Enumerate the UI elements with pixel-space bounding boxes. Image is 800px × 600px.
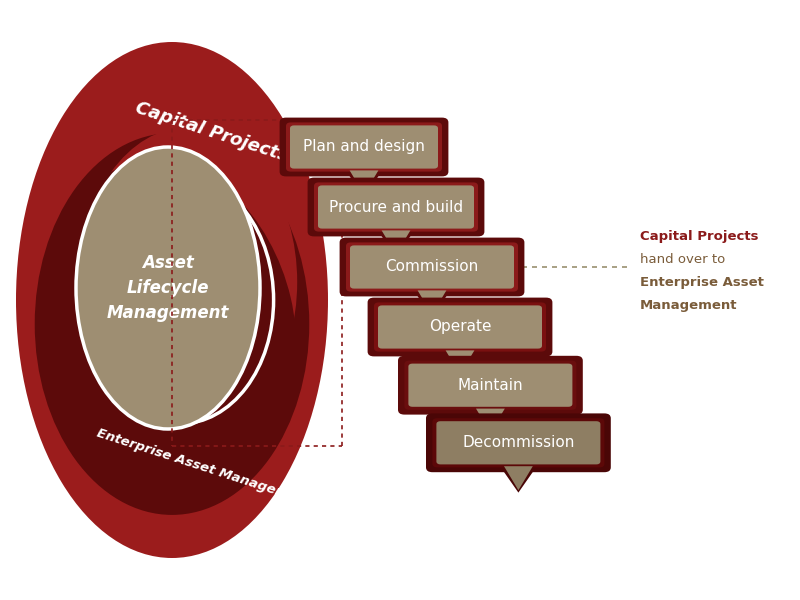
Polygon shape: [501, 467, 536, 493]
FancyBboxPatch shape: [346, 242, 518, 292]
FancyBboxPatch shape: [340, 238, 525, 296]
Text: Procure and build: Procure and build: [329, 199, 463, 214]
FancyBboxPatch shape: [432, 418, 605, 467]
FancyBboxPatch shape: [404, 361, 576, 410]
Polygon shape: [476, 409, 505, 433]
Text: Maintain: Maintain: [458, 378, 523, 393]
FancyBboxPatch shape: [280, 118, 448, 176]
Polygon shape: [504, 466, 533, 490]
FancyBboxPatch shape: [318, 185, 474, 229]
FancyBboxPatch shape: [367, 298, 552, 356]
Polygon shape: [418, 290, 446, 314]
Text: Operate: Operate: [429, 319, 491, 335]
FancyBboxPatch shape: [374, 302, 546, 352]
Text: Asset
Lifecycle
Management: Asset Lifecycle Management: [106, 254, 230, 322]
Polygon shape: [350, 170, 378, 194]
FancyBboxPatch shape: [308, 178, 484, 236]
Text: Commission: Commission: [386, 259, 478, 274]
Polygon shape: [346, 172, 382, 197]
Text: Capital Projects: Capital Projects: [133, 99, 291, 165]
Polygon shape: [414, 292, 450, 317]
Polygon shape: [446, 350, 474, 374]
Text: Plan and design: Plan and design: [303, 139, 425, 154]
Polygon shape: [473, 410, 508, 435]
Text: Management: Management: [640, 299, 738, 312]
Polygon shape: [378, 232, 414, 257]
Text: hand over to: hand over to: [640, 253, 726, 266]
Ellipse shape: [79, 127, 298, 437]
FancyBboxPatch shape: [437, 421, 600, 464]
FancyBboxPatch shape: [286, 122, 442, 172]
Text: Decommission: Decommission: [462, 436, 574, 450]
Polygon shape: [382, 230, 410, 254]
FancyBboxPatch shape: [408, 364, 573, 407]
Text: Enterprise Asset: Enterprise Asset: [640, 276, 764, 289]
Ellipse shape: [16, 42, 328, 558]
FancyBboxPatch shape: [290, 125, 438, 169]
Text: Capital Projects: Capital Projects: [640, 230, 758, 244]
FancyBboxPatch shape: [350, 245, 514, 289]
FancyBboxPatch shape: [378, 305, 542, 349]
Polygon shape: [442, 352, 478, 377]
Text: Enterprise Asset Management: Enterprise Asset Management: [94, 427, 314, 509]
Ellipse shape: [76, 147, 260, 429]
FancyBboxPatch shape: [314, 182, 478, 232]
Ellipse shape: [64, 159, 296, 465]
FancyBboxPatch shape: [426, 413, 611, 472]
Ellipse shape: [34, 133, 310, 515]
FancyBboxPatch shape: [398, 356, 582, 415]
